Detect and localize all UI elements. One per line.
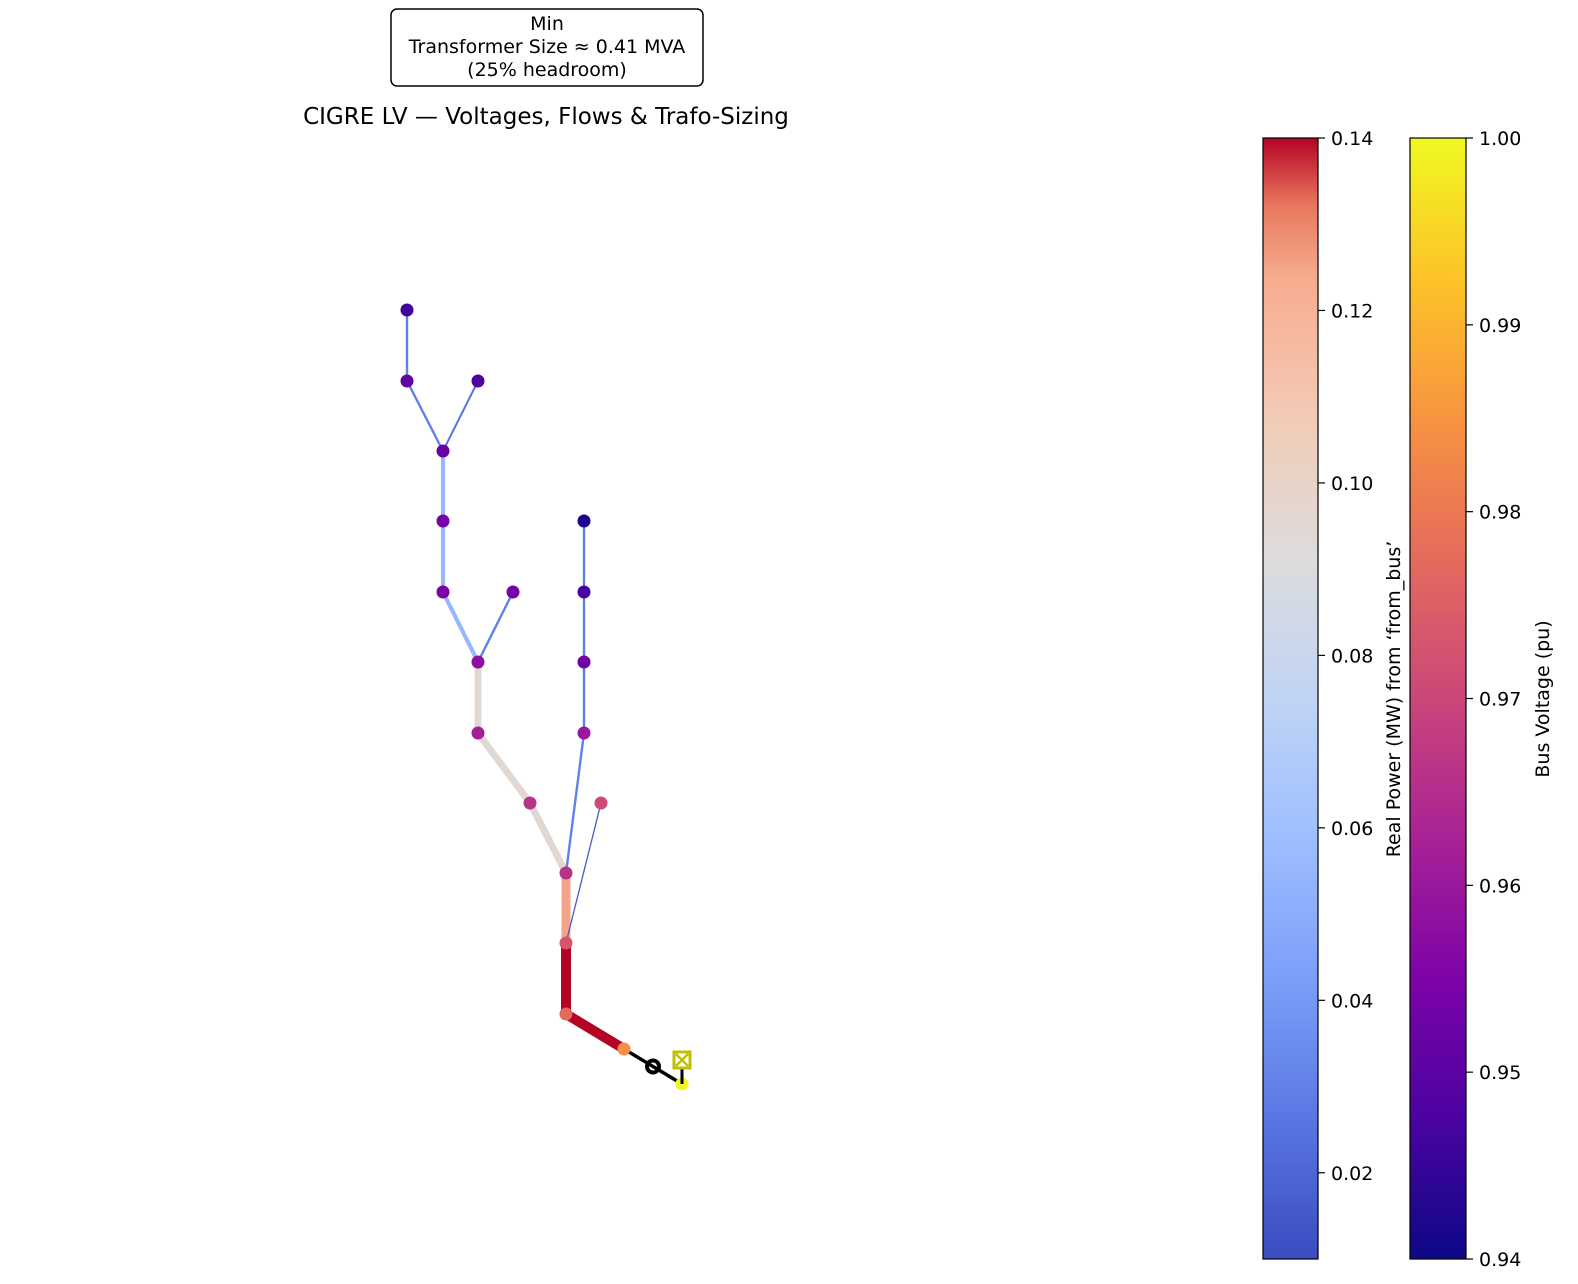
bus-B9	[577, 585, 591, 599]
power-colorbar-gradient	[1262, 137, 1319, 1260]
annotation-frame	[390, 8, 704, 87]
voltage-tick-label-4: 0.98	[1479, 502, 1521, 524]
line-B6-B5	[565, 802, 602, 944]
bus-B5	[559, 936, 573, 950]
bus-B6	[594, 796, 608, 810]
bus-B7	[577, 726, 591, 740]
voltage-tick-label-3: 0.97	[1479, 689, 1521, 711]
bus-B3	[617, 1042, 631, 1056]
bus-B21	[400, 374, 414, 388]
line-B16-B14	[476, 590, 515, 664]
bus-B10	[577, 514, 591, 528]
trafo-line	[623, 1047, 683, 1086]
power-tick-label-1: 0.04	[1331, 990, 1373, 1012]
bus-B12	[523, 796, 537, 810]
voltage-colorbar: 0.94 0.95 0.96 0.97 0.98 0.99 1.00 Bus Voltage…	[1409, 128, 1554, 1271]
transformer-symbol	[645, 1058, 661, 1075]
plot-title: CIGRE LV — Voltages, Flows & Trafo-Sizin…	[303, 104, 789, 130]
bus-B13	[471, 726, 485, 740]
annotation-line-2: Transformer Size ≈ 0.41 MVA	[408, 36, 686, 58]
line-B17-B14	[440, 589, 481, 665]
power-tick-label-2: 0.06	[1331, 818, 1373, 840]
line-B7-B11	[564, 731, 586, 875]
annotation-line-3: (25% headroom)	[467, 59, 627, 81]
bus-B14	[471, 655, 485, 669]
line-B21-B19	[405, 379, 445, 453]
bus-B18	[436, 514, 450, 528]
annotation-line-1: Min	[530, 13, 564, 35]
bus-B8	[577, 655, 591, 669]
power-tick-label-0: 0.02	[1331, 1163, 1373, 1185]
network-buses	[400, 303, 689, 1091]
bus-B4	[559, 1007, 573, 1021]
voltage-colorbar-label: Bus Voltage (pu)	[1532, 620, 1554, 777]
power-tick-label-4: 0.10	[1331, 473, 1373, 495]
power-tick-label-5: 0.12	[1331, 300, 1373, 322]
power-tick-label-6: 0.14	[1331, 128, 1373, 150]
bus-B19	[436, 444, 450, 458]
ext-grid-cross-b	[675, 1053, 689, 1067]
line-B4-B3	[561, 1009, 629, 1054]
line-B13-B12	[474, 729, 534, 807]
voltage-tick-label-6: 1.00	[1479, 128, 1521, 150]
voltage-tick-label-0: 0.94	[1479, 1249, 1521, 1271]
power-colorbar-ticks: 0.02 0.04 0.06 0.08 0.10 0.12 0.14	[1318, 128, 1373, 1185]
transformer-connection	[623, 1047, 683, 1086]
power-tick-label-3: 0.08	[1331, 645, 1373, 667]
voltage-colorbar-gradient	[1409, 137, 1467, 1260]
bus-B20	[471, 374, 485, 388]
voltage-colorbar-ticks: 0.94 0.95 0.96 0.97 0.98 0.99 1.00	[1466, 128, 1521, 1271]
voltage-tick-label-2: 0.96	[1479, 875, 1521, 897]
bus-B16	[506, 585, 520, 599]
power-colorbar-label: Real Power (MW) from ‘from_bus’	[1383, 541, 1405, 858]
network-lines	[405, 308, 629, 1054]
bus-B11	[559, 866, 573, 880]
voltage-tick-label-1: 0.95	[1479, 1062, 1521, 1084]
external-grid	[672, 1050, 692, 1084]
power-colorbar: 0.02 0.04 0.06 0.08 0.10 0.12 0.14 Real Power …	[1262, 128, 1405, 1260]
line-B12-B11	[526, 799, 570, 877]
annotation-box: Min Transformer Size ≈ 0.41 MVA (25% hea…	[390, 8, 704, 87]
line-B20-B19	[442, 380, 479, 452]
voltage-tick-label-5: 0.99	[1479, 315, 1521, 337]
bus-B22	[400, 303, 414, 317]
bus-B17	[436, 585, 450, 599]
